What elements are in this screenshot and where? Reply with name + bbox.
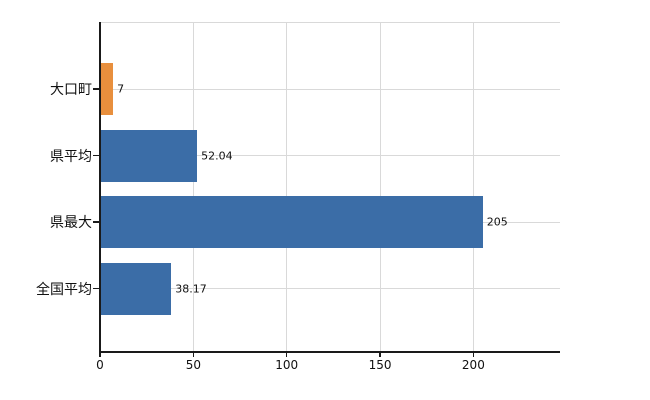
y-axis-line [99, 22, 101, 357]
x-gridline [286, 22, 288, 352]
y-axis-tick [93, 88, 100, 90]
x-axis-line [99, 351, 560, 353]
x-gridline [472, 22, 474, 352]
category-label: 大口町 [50, 82, 92, 98]
x-tick-label: 50 [185, 358, 201, 372]
x-axis-tick [472, 352, 475, 357]
bar-value-label: 7 [117, 82, 125, 96]
bar-大口町 [100, 63, 114, 115]
y-axis-tick [93, 287, 100, 290]
category-label: 全国平均 [36, 281, 92, 298]
x-tick-label: 150 [368, 358, 392, 372]
y-gridline [100, 155, 560, 156]
x-gridline [192, 22, 194, 352]
category-label: 県平均 [50, 148, 92, 165]
bar-県最大 [100, 196, 483, 248]
x-axis-tick [285, 352, 288, 357]
x-gridline [379, 22, 381, 352]
x-tick-label: 0 [96, 358, 104, 372]
bar-value-label: 38.17 [175, 282, 207, 295]
y-axis-tick [93, 221, 100, 223]
category-label: 県最大 [50, 215, 92, 231]
bar-全国平均 [100, 262, 172, 315]
x-axis-tick [99, 352, 101, 357]
y-gridline [100, 88, 560, 90]
x-axis-tick [379, 352, 381, 357]
y-gridline [100, 288, 560, 289]
x-axis-tick [192, 352, 195, 357]
bar-県平均 [100, 129, 198, 182]
x-tick-label: 100 [275, 358, 299, 372]
bar-value-label: 52.04 [201, 149, 233, 162]
y-axis-tick [93, 154, 100, 157]
plot-top-border [100, 22, 560, 23]
x-tick-label: 200 [461, 358, 485, 372]
bar-value-label: 205 [486, 215, 508, 229]
